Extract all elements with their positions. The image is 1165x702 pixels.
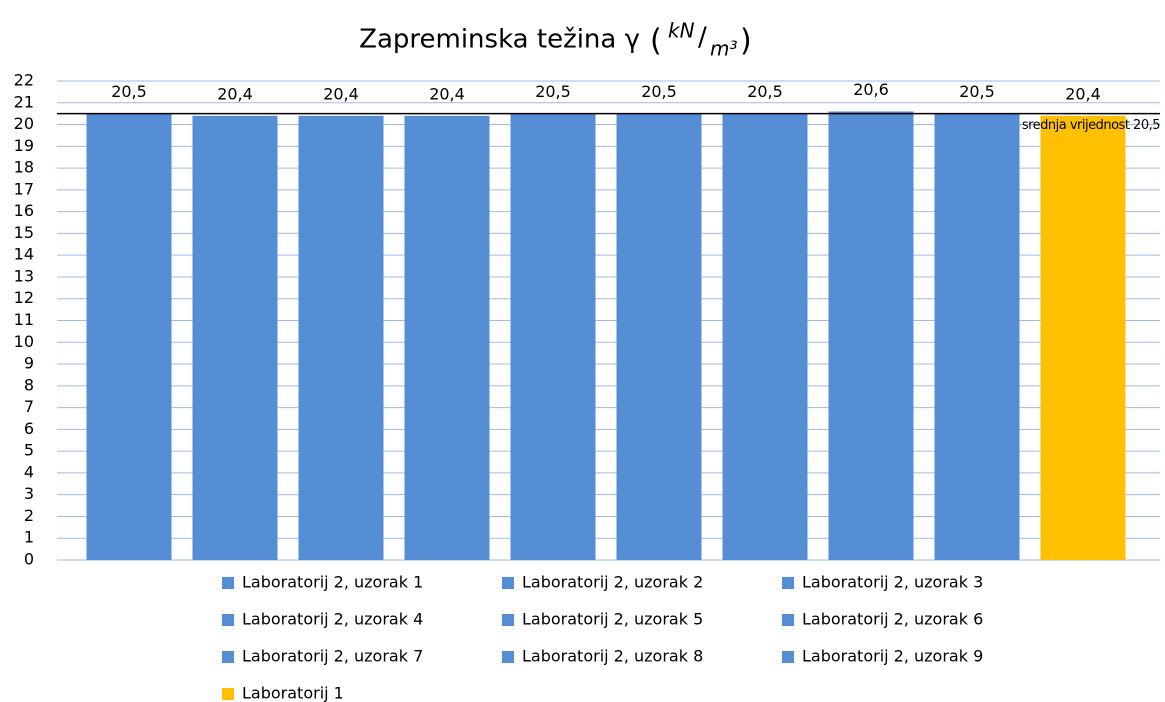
legend-swatch	[782, 577, 794, 589]
legend-label: Laboratorij 2, uzorak 4	[242, 610, 423, 629]
legend-swatch	[502, 651, 514, 663]
y-tick-label: 1	[24, 528, 34, 547]
legend-swatch	[782, 651, 794, 663]
y-tick-label: 3	[24, 484, 34, 503]
bar	[934, 113, 1020, 560]
data-label: 20,4	[323, 84, 359, 103]
bar	[192, 115, 278, 560]
y-tick-label: 0	[24, 550, 34, 569]
data-label: 20,5	[535, 82, 571, 101]
y-tick-label: 9	[24, 354, 34, 373]
legend-swatch	[222, 688, 234, 700]
data-label: 20,6	[853, 80, 889, 99]
bar	[1040, 115, 1126, 560]
y-tick-label: 7	[24, 397, 34, 416]
legend-label: Laboratorij 2, uzorak 3	[802, 573, 983, 592]
data-label: 20,5	[641, 82, 677, 101]
legend-label: Laboratorij 2, uzorak 7	[242, 647, 423, 666]
unit-denominator: m³	[710, 37, 738, 61]
reference-label: srednja vrijednost 20,5	[1022, 118, 1160, 133]
data-label: 20,5	[111, 82, 147, 101]
y-tick-label: 21	[14, 92, 34, 111]
data-label: 20,4	[1065, 84, 1101, 103]
chart-title: Zapreminska težina γ	[359, 25, 640, 55]
data-label: 20,5	[959, 82, 995, 101]
y-tick-label: 8	[24, 375, 34, 394]
bar	[616, 113, 702, 560]
y-tick-label: 11	[14, 310, 34, 329]
data-label: 20,4	[217, 84, 253, 103]
title-unit: ( kN / m³ )	[650, 19, 752, 61]
legend-label: Laboratorij 2, uzorak 5	[522, 610, 703, 629]
bar	[404, 115, 490, 560]
y-tick-label: 5	[24, 441, 34, 460]
legend-label: Laboratorij 2, uzorak 9	[802, 647, 983, 666]
y-tick-label: 14	[14, 245, 34, 264]
y-tick-label: 2	[24, 506, 34, 525]
legend-swatch	[502, 614, 514, 626]
unit-slash: /	[698, 23, 707, 53]
y-tick-label: 15	[14, 223, 34, 242]
data-label: 20,5	[747, 82, 783, 101]
y-tick-label: 16	[14, 201, 34, 220]
y-tick-label: 12	[14, 288, 34, 307]
legend-label: Laboratorij 2, uzorak 8	[522, 647, 703, 666]
legend-swatch	[222, 577, 234, 589]
legend-swatch	[222, 651, 234, 663]
unit-numerator: kN	[668, 19, 695, 43]
legend-label: Laboratorij 1	[242, 684, 344, 702]
bar	[510, 113, 596, 560]
legend-swatch	[222, 614, 234, 626]
y-tick-label: 18	[14, 158, 34, 177]
legend-label: Laboratorij 2, uzorak 2	[522, 573, 703, 592]
data-label: 20,4	[429, 84, 465, 103]
y-tick-label: 22	[14, 71, 34, 90]
y-tick-label: 20	[14, 114, 34, 133]
bar	[722, 113, 808, 560]
y-tick-label: 19	[14, 136, 34, 155]
y-tick-label: 13	[14, 266, 34, 285]
unit-paren: )	[740, 24, 752, 59]
bar	[828, 111, 914, 561]
bar	[86, 113, 172, 560]
y-tick-label: 6	[24, 419, 34, 438]
legend-swatch	[782, 614, 794, 626]
unit-paren: (	[650, 24, 662, 59]
y-tick-label: 4	[24, 462, 34, 481]
bar	[298, 115, 384, 560]
legend-swatch	[502, 577, 514, 589]
y-tick-label: 17	[14, 179, 34, 198]
y-tick-label: 10	[14, 332, 34, 351]
legend-label: Laboratorij 2, uzorak 1	[242, 573, 423, 592]
legend-label: Laboratorij 2, uzorak 6	[802, 610, 983, 629]
